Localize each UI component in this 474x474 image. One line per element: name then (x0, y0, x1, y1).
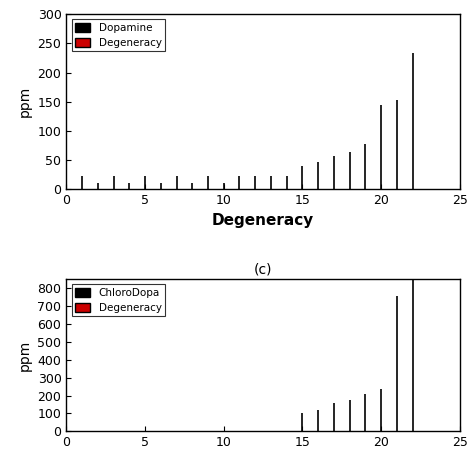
Y-axis label: ppm: ppm (18, 86, 32, 118)
Y-axis label: ppm: ppm (18, 340, 32, 371)
Title: (c): (c) (254, 263, 273, 277)
Legend: ChloroDopa, Degeneracy: ChloroDopa, Degeneracy (72, 284, 165, 316)
Legend: Dopamine, Degeneracy: Dopamine, Degeneracy (72, 19, 165, 51)
X-axis label: Degeneracy: Degeneracy (212, 213, 314, 228)
